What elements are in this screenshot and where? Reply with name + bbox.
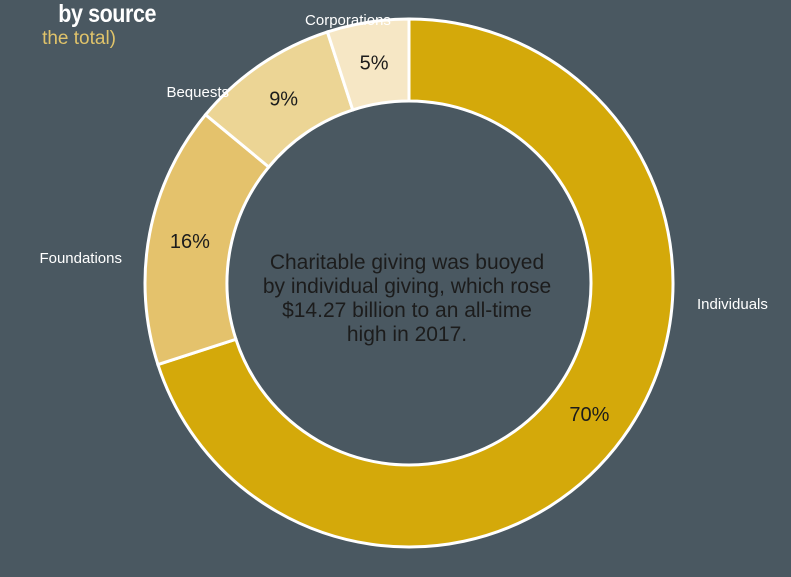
category-label-corporations: Corporations xyxy=(305,12,391,29)
category-labels: Individuals Foundations Bequests Corporatio… xyxy=(39,12,767,313)
pct-label-bequests: 9% xyxy=(269,89,298,111)
center-annotation: Charitable giving was buoyed by individu… xyxy=(262,251,552,346)
slice-individuals xyxy=(156,17,675,549)
slice-corporations xyxy=(325,17,411,112)
category-label-bequests: Bequests xyxy=(166,84,229,101)
pct-label-corporations: 5% xyxy=(360,53,389,75)
donut-slices xyxy=(143,17,675,549)
percentage-labels: 70% 16% 9% 5% xyxy=(170,53,610,426)
pct-label-individuals: 70% xyxy=(569,404,609,426)
category-label-foundations: Foundations xyxy=(39,250,122,267)
chart-title: by source xyxy=(58,0,157,28)
chart-subtitle: the total) xyxy=(42,28,116,49)
category-label-individuals: Individuals xyxy=(697,296,768,313)
pct-label-foundations: 16% xyxy=(170,231,210,253)
